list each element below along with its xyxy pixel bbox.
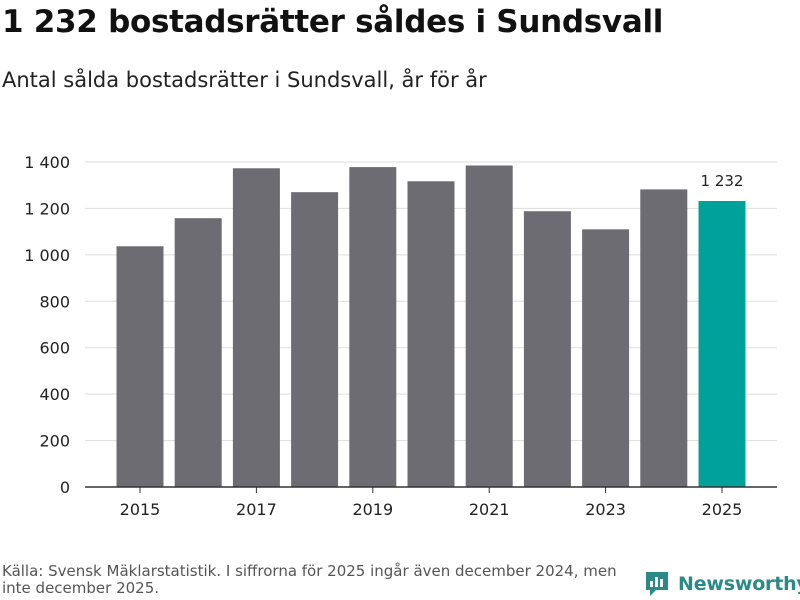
chart-title: 1 232 bostadsrätter såldes i Sundsvall [2,4,664,40]
y-tick-label: 600 [39,339,70,358]
bar-2022 [523,211,571,487]
y-axis-ticks: 0 200 400 600 800 1 000 1 200 1 400 [24,153,70,497]
bar-2015 [116,246,164,487]
bar-2016 [174,218,222,487]
y-tick-label: 1 000 [24,246,70,265]
bar-2024 [640,189,688,487]
data-labels: 1 232 [701,172,744,190]
y-tick-label: 1 200 [24,199,70,218]
bar-2023 [582,229,630,488]
x-tick-label: 2019 [352,500,393,519]
x-tick-label: 2015 [120,500,161,519]
x-axis-ticks: 2015 2017 2019 2021 2023 2025 [120,487,743,519]
data-label: 1 232 [701,172,744,190]
x-tick-label: 2021 [469,500,510,519]
x-tick-label: 2017 [236,500,277,519]
bar-2019 [349,167,397,487]
bar-2020 [407,181,455,487]
bar-2025 [698,201,746,487]
x-tick-label: 2023 [585,500,626,519]
chart-subtitle: Antal sålda bostadsrätter i Sundsvall, å… [2,68,487,92]
bar-2017 [232,168,280,487]
bars [85,165,777,488]
source-note: Källa: Svensk Mäklarstatistik. I siffror… [2,562,617,597]
brand-name: Newsworthy [678,573,800,595]
y-tick-label: 1 400 [24,153,70,172]
y-tick-label: 800 [39,292,70,311]
y-tick-label: 0 [60,478,70,497]
y-tick-label: 400 [39,385,70,404]
newsworthy-icon [646,572,668,596]
bar-2021 [465,165,513,487]
x-tick-label: 2025 [702,500,743,519]
brand-logo: Newsworthy [644,570,800,598]
y-tick-label: 200 [39,432,70,451]
bar-2018 [291,192,339,487]
